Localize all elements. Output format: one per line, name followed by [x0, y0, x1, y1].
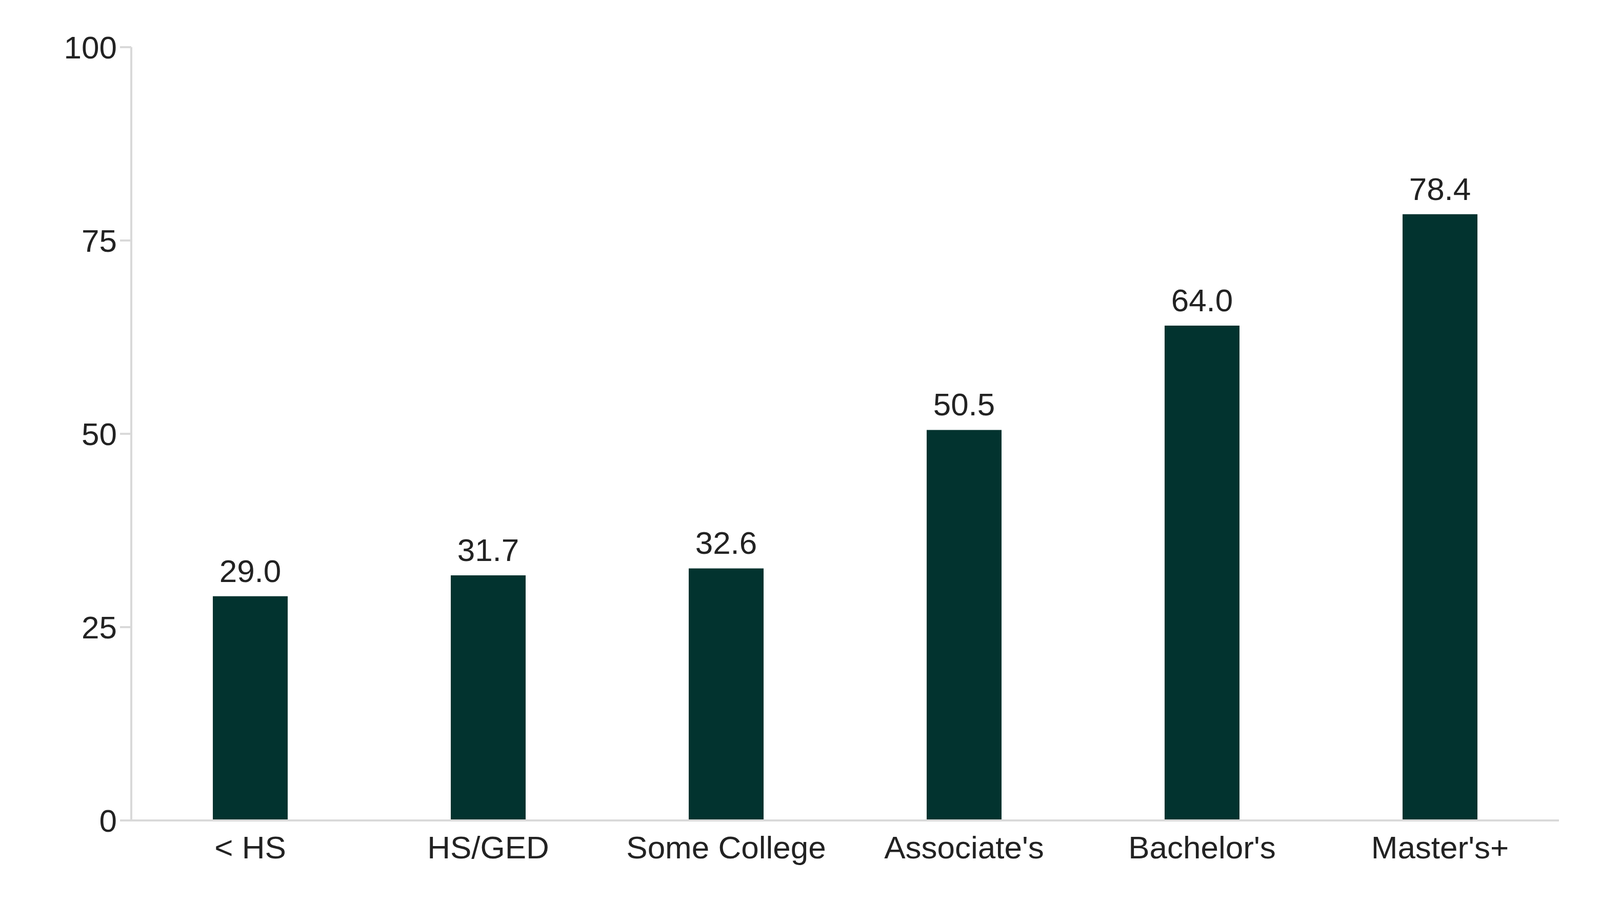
- svg-text:< HS: < HS: [214, 829, 287, 866]
- svg-text:64.0: 64.0: [1171, 282, 1234, 318]
- svg-text:25: 25: [81, 609, 117, 646]
- svg-text:HS/GED: HS/GED: [427, 829, 550, 866]
- svg-text:Associate's: Associate's: [884, 829, 1045, 866]
- svg-text:0: 0: [99, 803, 117, 839]
- svg-text:Bachelor's: Bachelor's: [1128, 829, 1276, 866]
- svg-text:Some College: Some College: [626, 829, 826, 866]
- svg-text:78.4: 78.4: [1409, 171, 1472, 207]
- svg-text:31.7: 31.7: [457, 532, 520, 568]
- svg-text:100: 100: [64, 29, 117, 66]
- svg-text:50: 50: [81, 416, 117, 452]
- svg-text:29.0: 29.0: [219, 553, 282, 589]
- svg-text:75: 75: [81, 223, 117, 259]
- svg-text:50.5: 50.5: [933, 386, 996, 423]
- svg-text:Master's+: Master's+: [1371, 829, 1510, 866]
- svg-text:32.6: 32.6: [695, 525, 758, 561]
